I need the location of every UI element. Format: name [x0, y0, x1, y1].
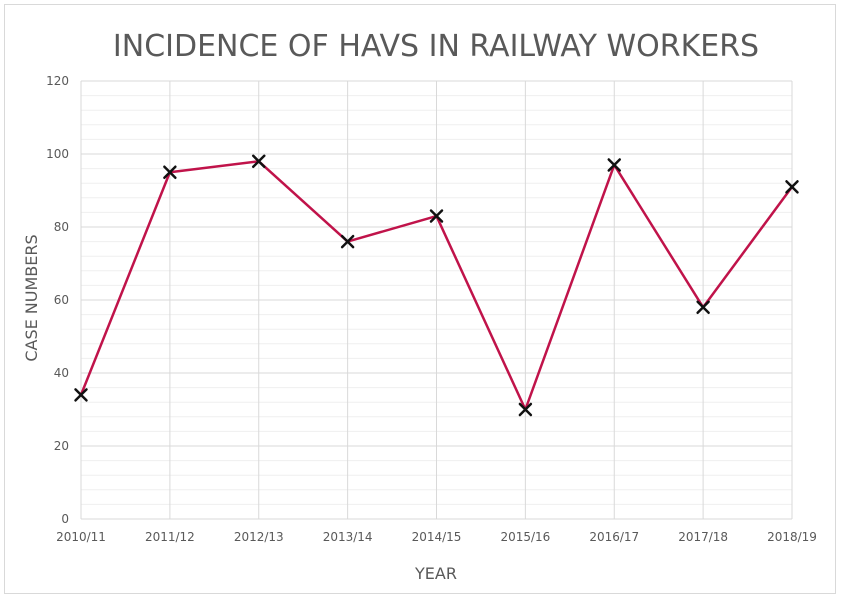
x-tick-label: 2012/13 — [234, 530, 284, 544]
x-tick-label: 2013/14 — [323, 530, 373, 544]
data-point-marker — [607, 158, 621, 172]
data-point-marker — [252, 154, 266, 169]
y-axis-title: CASE NUMBERS — [22, 234, 41, 361]
x-tick-label: 2010/11 — [56, 530, 106, 544]
data-point-marker — [163, 165, 177, 179]
x-tick-label: 2016/17 — [589, 530, 639, 544]
data-point-marker — [429, 209, 444, 223]
data-point-marker — [518, 402, 533, 417]
y-tick-label: 60 — [54, 293, 69, 307]
axes: 0 20 40 60 80 100 120 2010/11 2011/12 2012/13 2013… — [46, 74, 817, 544]
y-tick-label: 80 — [54, 220, 69, 234]
x-tick-label: 2011/12 — [145, 530, 195, 544]
y-tick-label: 0 — [61, 512, 69, 526]
x-tick-label: 2017/18 — [678, 530, 728, 544]
x-tick-label: 2018/19 — [767, 530, 817, 544]
marker-group — [74, 154, 799, 417]
chart-title: INCIDENCE OF HAVS IN RAILWAY WORKERS — [113, 29, 759, 64]
grid — [80, 80, 793, 520]
y-tick-label: 20 — [54, 439, 69, 453]
data-point-marker — [74, 388, 88, 402]
x-axis-title: YEAR — [414, 564, 457, 583]
y-tick-label: 120 — [46, 74, 69, 88]
data-point-marker — [696, 300, 710, 315]
y-tick-label: 40 — [54, 366, 69, 380]
x-tick-label: 2015/16 — [500, 530, 550, 544]
data-point-marker — [785, 180, 799, 194]
data-point-marker — [340, 234, 355, 249]
y-tick-label: 100 — [46, 147, 69, 161]
x-tick-label: 2014/15 — [412, 530, 462, 544]
